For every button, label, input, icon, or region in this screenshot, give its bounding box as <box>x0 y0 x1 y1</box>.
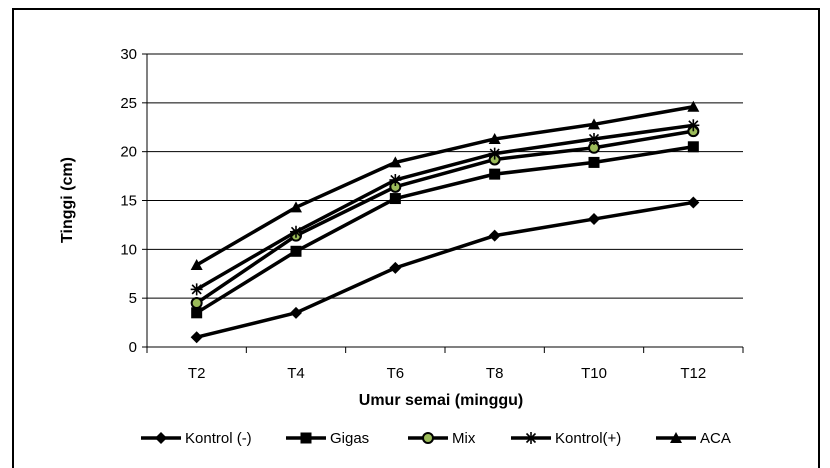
series-line-kontrol <box>195 123 694 291</box>
legend-label-aca: ACA <box>700 430 731 447</box>
point-gigas-t10 <box>588 156 600 168</box>
x-tick-label-t10: T10 <box>581 365 607 382</box>
point-kontrol-t6 <box>389 261 402 274</box>
point-gigas-t8 <box>489 168 501 180</box>
legend-item-mix: Mix <box>408 430 476 447</box>
point-kontrol-t10 <box>588 213 600 226</box>
point-aca-t12 <box>687 100 700 112</box>
y-tick-label-5: 5 <box>129 290 137 307</box>
axes <box>146 54 744 353</box>
y-tick-label-30: 30 <box>120 46 137 63</box>
x-tick-label-t2: T2 <box>188 365 206 382</box>
x-tick-labels: T2 T4 T6 T8 T10 T12 <box>188 365 706 382</box>
point-gigas-t12 <box>687 141 699 153</box>
point-kontrol-t10 <box>588 132 600 145</box>
x-tick-label-t8: T8 <box>486 365 504 382</box>
legend-item-kontrol: Kontrol (-) <box>141 430 252 447</box>
x-axis-title: Umur semai (minggu) <box>359 392 523 409</box>
point-kontrol-t2 <box>190 331 203 344</box>
point-kontrol-t4 <box>290 306 302 319</box>
point-kontrol-t12 <box>687 119 700 132</box>
point-gigas-t6 <box>389 193 401 205</box>
series-aca <box>190 100 700 270</box>
point-kontrol-t8 <box>488 147 501 160</box>
point-kontrol-t6 <box>389 173 402 186</box>
y-tick-label-15: 15 <box>120 193 137 210</box>
y-tick-labels: 0 5 10 15 20 25 30 <box>120 46 137 356</box>
legend-item-kontrol: Kontrol(+) <box>511 430 621 447</box>
gridlines <box>142 53 743 348</box>
chart-frame <box>12 8 820 468</box>
series-kontrol <box>190 119 700 296</box>
y-axis-title: Tinggi (cm) <box>59 157 76 243</box>
series-line-mix <box>195 129 694 305</box>
series-mix <box>190 125 700 310</box>
y-tick-label-20: 20 <box>120 144 137 161</box>
series-line-aca <box>195 105 694 267</box>
legend-label-kontrol: Kontrol(+) <box>555 430 621 447</box>
y-tick-label-25: 25 <box>120 95 137 112</box>
point-aca-t8 <box>488 132 501 144</box>
point-kontrol-t2 <box>190 283 203 296</box>
point-gigas-t4 <box>290 245 302 257</box>
legend-marker-gigas <box>300 432 312 444</box>
point-kontrol-t4 <box>290 225 302 238</box>
legend-label-gigas: Gigas <box>330 430 369 447</box>
legend-marker-aca <box>670 432 682 443</box>
point-aca-t2 <box>190 258 203 270</box>
legend-label-kontrol: Kontrol (-) <box>185 430 252 447</box>
point-aca-t6 <box>389 156 402 168</box>
point-mix-t2 <box>190 297 203 310</box>
point-gigas-t2 <box>191 307 203 319</box>
x-tick-label-t12: T12 <box>680 365 706 382</box>
y-tick-label-0: 0 <box>129 339 137 356</box>
legend-marker-kontrol <box>525 432 537 444</box>
x-tick-label-t6: T6 <box>387 365 405 382</box>
data-series <box>190 100 700 344</box>
point-aca-t4 <box>290 201 302 213</box>
legend-marker-kontrol <box>155 432 167 444</box>
point-kontrol-t12 <box>687 196 700 209</box>
legend-item-aca: ACA <box>656 430 731 447</box>
point-aca-t10 <box>588 118 600 130</box>
point-kontrol-t8 <box>488 229 501 242</box>
legend-marker-mix <box>422 432 434 444</box>
x-tick-label-t4: T4 <box>287 365 305 382</box>
legend-label-mix: Mix <box>452 430 476 447</box>
legend: Kontrol (-) Gigas Mix Kontrol(+) ACA <box>141 430 731 447</box>
legend-item-gigas: Gigas <box>286 430 369 447</box>
series-gigas <box>191 141 699 319</box>
y-tick-label-10: 10 <box>120 241 137 258</box>
series-kontrol <box>190 196 700 344</box>
series-line-kontrol <box>196 200 694 339</box>
series-line-gigas <box>195 145 694 315</box>
